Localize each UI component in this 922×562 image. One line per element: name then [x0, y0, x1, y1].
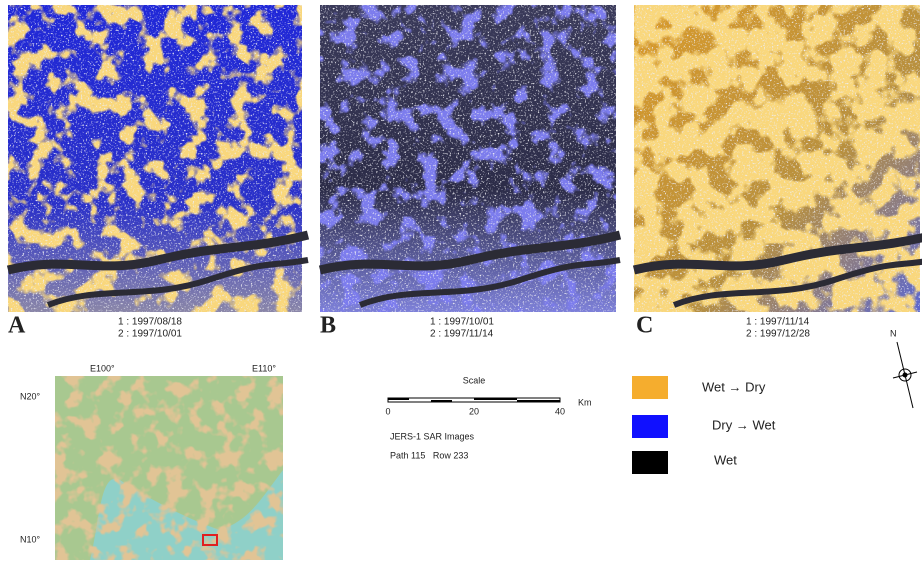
panel-label: B: [320, 313, 336, 339]
legend-swatch: [632, 415, 668, 438]
scale-unit: Km: [578, 397, 592, 407]
scale-tick: 40: [555, 406, 565, 416]
date: 1 : 1997/11/14: [746, 317, 810, 328]
lat-label: N10°: [20, 534, 41, 544]
legend-label: Wet → Dry: [702, 379, 766, 394]
figure: A 1 : 1997/08/18 2 : 1997/10/01 B 1 : 19…: [0, 0, 922, 562]
legend-swatch: [632, 376, 668, 399]
date: 2 : 1997/10/01: [118, 329, 182, 340]
panel-label: C: [636, 313, 653, 339]
scale-title: Scale: [463, 375, 486, 385]
lon-label: E100°: [90, 363, 115, 373]
legend-label: Wet: [714, 452, 737, 467]
legend-swatch: [632, 451, 668, 474]
image-b: [320, 5, 620, 312]
date: 1 : 1997/08/18: [118, 317, 182, 328]
scale-bar: [388, 398, 560, 402]
lat-label: N20°: [20, 391, 41, 401]
compass: [893, 342, 917, 408]
date: 1 : 1997/10/01: [430, 317, 494, 328]
scale-tick: 0: [385, 406, 390, 416]
sensor-text: JERS-1 SAR Images: [390, 431, 475, 441]
lon-label: E110°: [252, 363, 276, 373]
date: 2 : 1997/12/28: [746, 329, 810, 340]
compass-label: N: [890, 328, 897, 338]
sensor-text: Path 115 Row 233: [390, 450, 468, 460]
legend-label: Dry → Wet: [712, 417, 776, 432]
panel-label: A: [8, 313, 26, 339]
date: 2 : 1997/11/14: [430, 329, 494, 340]
image-c: [634, 5, 922, 312]
location-map: [55, 376, 283, 560]
scale-tick: 20: [469, 406, 479, 416]
image-a: [8, 5, 308, 312]
